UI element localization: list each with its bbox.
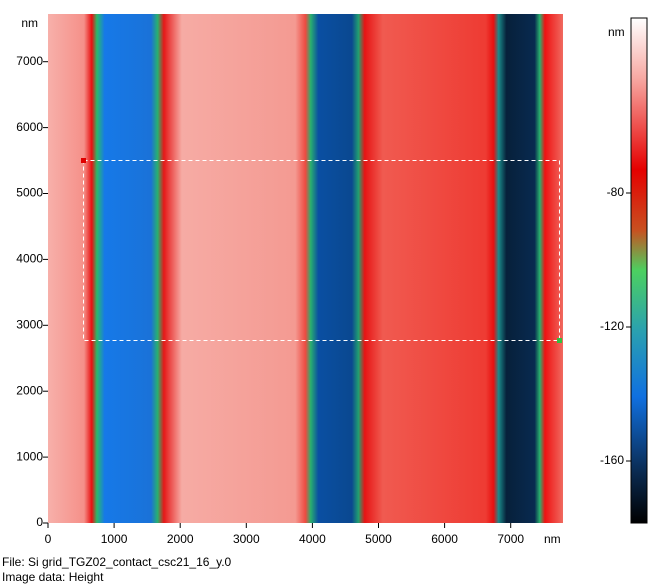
- image-data: Image data: Height: [2, 570, 104, 584]
- y-tick-label: 4000: [16, 252, 43, 266]
- color-bar-unit: nm: [608, 25, 625, 39]
- x-tick-label: 7000: [497, 532, 524, 546]
- y-tick-label: 5000: [16, 186, 43, 200]
- x-tick-label: 3000: [233, 532, 260, 546]
- x-tick-label: 6000: [431, 532, 458, 546]
- y-tick-label: 1000: [16, 449, 43, 463]
- file-name: File: Si grid_TGZ02_contact_csc21_16_y.0: [2, 555, 232, 569]
- x-tick-label: 5000: [365, 532, 392, 546]
- y-tick-label: 0: [36, 515, 43, 529]
- selection-handle[interactable]: [81, 158, 86, 163]
- height-image: [48, 14, 563, 523]
- y-tick-label: 2000: [16, 383, 43, 397]
- y-tick-label: 6000: [16, 120, 43, 134]
- x-tick-label: 0: [45, 532, 52, 546]
- x-unit: nm: [544, 532, 561, 546]
- x-tick-label: 1000: [101, 532, 128, 546]
- y-tick-label: 3000: [16, 317, 43, 331]
- x-tick-label: 2000: [167, 532, 194, 546]
- y-unit: nm: [21, 16, 38, 30]
- color-bar-tick-label: -160: [600, 453, 624, 467]
- color-bar-tick-label: -120: [600, 319, 624, 333]
- color-bar-tick-label: -80: [607, 185, 625, 199]
- x-tick-label: 4000: [299, 532, 326, 546]
- y-tick-label: 7000: [16, 54, 43, 68]
- selection-box[interactable]: [83, 160, 560, 341]
- selection-handle[interactable]: [557, 338, 562, 343]
- color-bar: [630, 17, 648, 524]
